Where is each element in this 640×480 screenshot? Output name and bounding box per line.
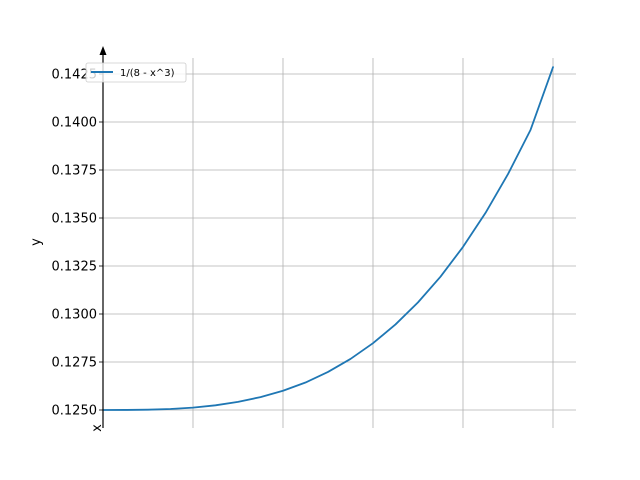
series-layer bbox=[102, 66, 554, 411]
series-line bbox=[102, 66, 554, 411]
y-tick-label: 0.1325 bbox=[52, 260, 98, 275]
axes bbox=[99, 46, 107, 428]
y-tick-label: 0.1375 bbox=[52, 164, 98, 179]
grid bbox=[103, 58, 576, 428]
y-tick-labels: 0.1250 0.1275 0.1300 0.1325 0.1350 0.1375 0.14… bbox=[52, 68, 98, 419]
y-axis-arrow bbox=[99, 46, 107, 55]
legend: 1/(8 - x^3) bbox=[85, 62, 187, 83]
y-tick-label: 0.1300 bbox=[52, 308, 98, 323]
x-axis-label: x bbox=[90, 424, 105, 432]
legend-box bbox=[85, 62, 187, 83]
y-tick-label: 0.1400 bbox=[52, 116, 98, 131]
y-axis-label: y bbox=[29, 238, 44, 246]
legend-entry: 1/(8 - x^3) bbox=[120, 68, 175, 79]
y-tick-label: 0.1275 bbox=[52, 356, 98, 371]
y-tick-label: 0.1250 bbox=[52, 404, 98, 419]
y-tick-label: 0.1350 bbox=[52, 212, 98, 227]
